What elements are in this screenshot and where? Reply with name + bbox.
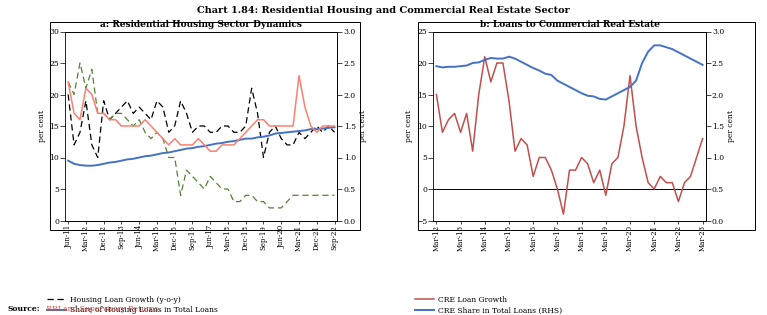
Text: RBI and Supervisory Returns.: RBI and Supervisory Returns. xyxy=(44,306,161,313)
Title: a: Residential Housing Sector Dynamics: a: Residential Housing Sector Dynamics xyxy=(100,20,302,29)
Legend: Housing Loan Growth (y-o-y), Share of Housing Loans in Total Loans, Increase in : Housing Loan Growth (y-o-y), Share of Ho… xyxy=(48,296,218,315)
Y-axis label: per cent: per cent xyxy=(405,110,413,142)
Y-axis label: per cent: per cent xyxy=(727,110,735,142)
Text: Source:: Source: xyxy=(8,306,41,313)
Y-axis label: per cent: per cent xyxy=(38,110,46,142)
Legend: CRE Loan Growth, CRE Share in Total Loans (RHS): CRE Loan Growth, CRE Share in Total Loan… xyxy=(416,296,562,314)
Text: Chart 1.84: Residential Housing and Commercial Real Estate Sector: Chart 1.84: Residential Housing and Comm… xyxy=(197,6,570,15)
Y-axis label: per cent: per cent xyxy=(359,110,367,142)
Title: b: Loans to Commercial Real Estate: b: Loans to Commercial Real Estate xyxy=(479,20,660,29)
